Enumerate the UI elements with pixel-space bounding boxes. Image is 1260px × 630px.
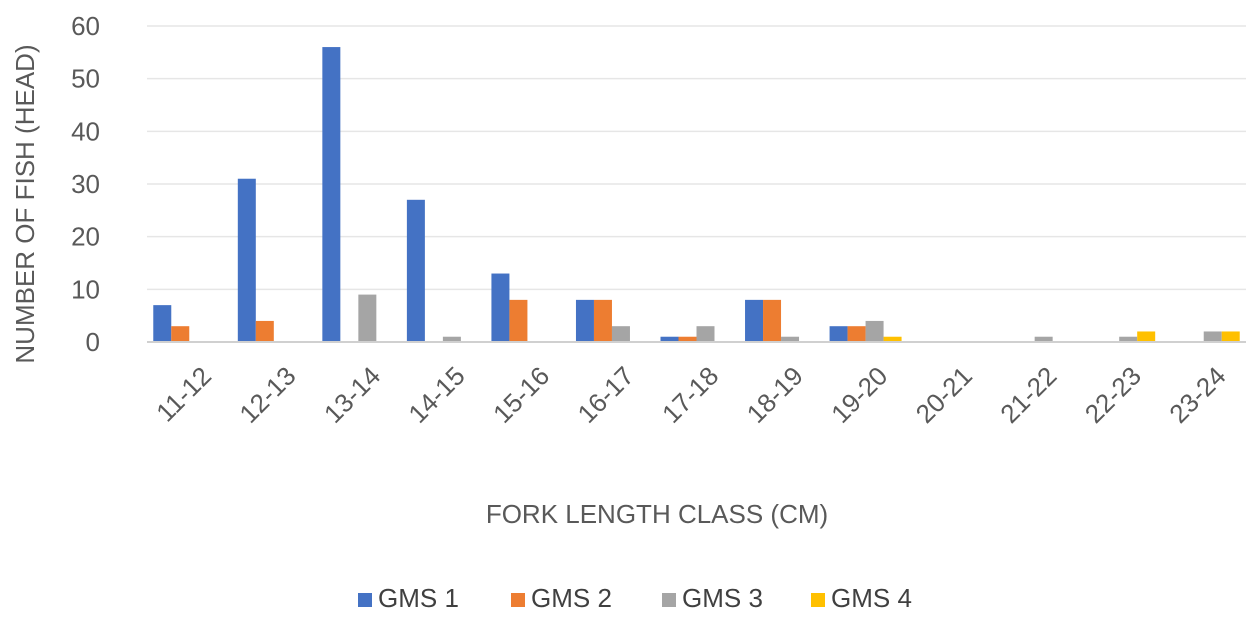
- x-tick-label: 17-18: [656, 361, 724, 429]
- bar-gms-3-21-22: [1034, 336, 1053, 342]
- x-tick-label: 22-23: [1079, 361, 1147, 429]
- bar-gms-2-16-17: [593, 299, 612, 342]
- legend-swatch: [511, 593, 525, 607]
- legend-label: GMS 3: [682, 583, 763, 613]
- bar-gms-3-18-19: [781, 336, 800, 342]
- y-tick-label: 10: [71, 274, 100, 304]
- y-axis-title: NUMBER OF FISH (HEAD): [10, 44, 40, 363]
- bar-gms-1-19-20: [829, 326, 848, 342]
- legend-swatch: [662, 593, 676, 607]
- bar-gms-2-17-18: [678, 336, 697, 342]
- x-tick-label: 18-19: [741, 361, 809, 429]
- bar-gms-1-15-16: [491, 273, 510, 342]
- bar-gms-2-15-16: [509, 299, 528, 342]
- bar-gms-1-17-18: [660, 336, 679, 342]
- bar-gms-4-19-20: [883, 336, 902, 342]
- legend-label: GMS 2: [531, 583, 612, 613]
- y-tick-label: 50: [71, 64, 100, 94]
- bar-gms-1-11-12: [153, 305, 172, 342]
- legend-swatch: [811, 593, 825, 607]
- x-tick-label: 13-14: [318, 361, 386, 429]
- x-tick-label: 16-17: [572, 361, 640, 429]
- x-axis-title: FORK LENGTH CLASS (CM): [486, 499, 828, 529]
- legend-swatch: [358, 593, 372, 607]
- bar-gms-3-17-18: [696, 326, 715, 342]
- x-tick-label: 11-12: [150, 361, 217, 428]
- y-tick-label: 20: [71, 222, 100, 252]
- bar-gms-2-12-13: [255, 320, 274, 342]
- bar-gms-1-18-19: [745, 299, 764, 342]
- bar-gms-3-16-17: [611, 326, 630, 342]
- x-tick-label: 20-21: [910, 361, 978, 429]
- x-tick-label: 15-16: [487, 361, 555, 429]
- x-axis-ticks: 11-12 12-13 13-14 14-15 15-16 16-17 17-18 18-19…: [150, 361, 1231, 429]
- y-tick-label: 40: [71, 116, 100, 146]
- x-tick-label: 19-20: [825, 361, 893, 429]
- y-axis-ticks: 0 10 20 30 40 50 60: [71, 11, 100, 357]
- y-tick-label: 0: [86, 327, 100, 357]
- y-tick-label: 30: [71, 169, 100, 199]
- bar-gms-2-18-19: [763, 299, 782, 342]
- bar-gms-1-16-17: [575, 299, 594, 342]
- x-tick-label: 12-13: [233, 361, 301, 429]
- bar-gms-3-14-15: [442, 336, 461, 342]
- legend: GMS 1 GMS 2 GMS 3 GMS 4: [358, 583, 912, 613]
- bars: [153, 47, 1240, 343]
- x-tick-label: 21-22: [994, 361, 1062, 429]
- bar-gms-1-12-13: [237, 178, 256, 342]
- grid-lines: [147, 25, 1246, 291]
- legend-label: GMS 1: [378, 583, 459, 613]
- bar-gms-4-23-24: [1221, 331, 1240, 342]
- bar-gms-1-13-14: [322, 47, 341, 343]
- bar-gms-3-22-23: [1119, 336, 1138, 342]
- bar-gms-3-13-14: [358, 294, 377, 342]
- bar-gms-2-11-12: [171, 326, 190, 342]
- bar-gms-3-19-20: [865, 320, 884, 342]
- legend-label: GMS 4: [831, 583, 912, 613]
- x-tick-label: 14-15: [402, 361, 470, 429]
- bar-gms-4-22-23: [1137, 331, 1156, 342]
- bar-gms-3-23-24: [1203, 331, 1222, 342]
- bar-gms-1-14-15: [406, 199, 425, 342]
- x-tick-label: 23-24: [1163, 361, 1231, 429]
- bar-gms-2-19-20: [847, 326, 866, 342]
- y-tick-label: 60: [71, 11, 100, 41]
